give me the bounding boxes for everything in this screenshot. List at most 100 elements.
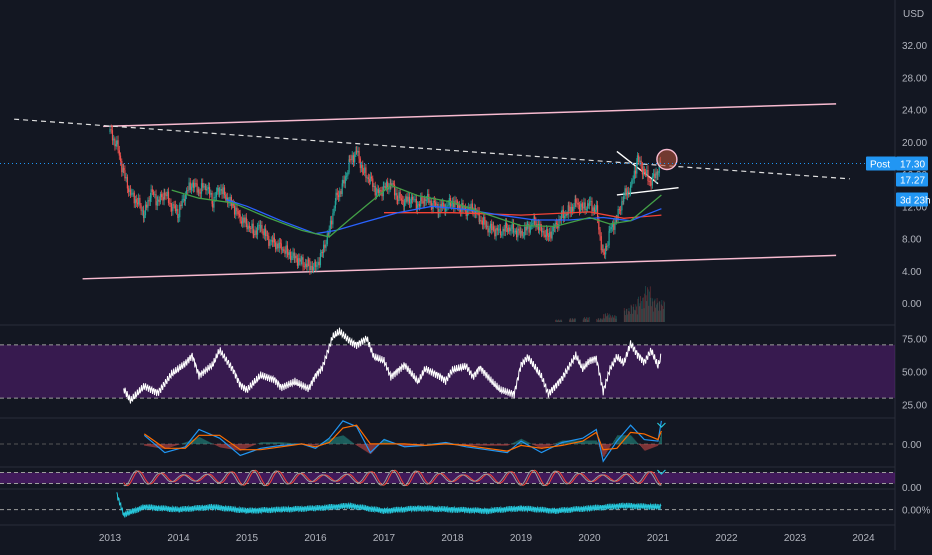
candle-body [209,187,210,195]
x-tick-label: 2014 [167,533,190,544]
volume-bar [569,320,570,322]
candle-body [134,193,135,204]
rsi-tick-label: 25.00 [902,401,927,412]
macd-histogram-bar [536,444,537,447]
candle-body [138,198,139,204]
macd-histogram-bar [209,442,210,444]
volume-bar [575,318,576,322]
volume-bar [635,310,636,322]
candle-body [404,202,405,206]
macd-histogram-bar [585,440,586,443]
candle-body [323,245,324,253]
candle-body [413,200,414,201]
macd-histogram-bar [281,442,282,444]
macd-histogram-bar [535,444,536,446]
macd-histogram-bar [217,444,218,446]
candle-body [128,188,129,192]
candle-body [585,202,586,210]
candle-body [425,198,426,201]
macd-histogram-bar [551,444,552,445]
candle-body [634,171,635,179]
candle-body [130,190,131,195]
candle-body [593,207,594,211]
macd-histogram-bar [606,444,607,452]
rsi-band-fill [0,345,895,398]
candle-body [501,235,502,236]
macd-histogram-bar [507,444,508,446]
volume-bar [613,317,614,322]
macd-histogram-bar [485,444,486,446]
macd-histogram-bar [168,444,169,448]
candle-body [330,221,331,229]
macd-histogram-bar [314,444,315,446]
volume-bar [611,318,612,322]
macd-histogram-bar [287,443,288,444]
candle-body [263,231,264,235]
macd-histogram-bar [589,440,590,443]
macd-histogram-bar [495,444,496,446]
candle-body [198,189,199,192]
candle-body [152,189,153,192]
candle-body [443,203,444,207]
macd-histogram-bar [515,442,516,444]
candle-body [367,177,368,178]
candle-body [301,257,302,259]
macd-histogram-bar [261,442,262,444]
candle-body [302,257,303,266]
macd-histogram-bar [201,438,202,444]
candle-body [487,226,488,233]
macd-histogram-bar [271,442,272,444]
candle-body [512,224,513,229]
currency-label[interactable]: USD [903,9,924,20]
candle-body [335,193,336,201]
macd-histogram-bar [152,444,153,447]
volume-bar [587,318,588,322]
candle-body [523,236,524,237]
volume-bar [642,298,643,322]
macd-histogram-bar [359,444,360,447]
candle-body [385,186,386,188]
volume-bar [640,296,641,322]
candle-body [135,199,136,203]
candle-body [461,203,462,212]
volume-bar [653,301,654,322]
candle-body [203,187,204,188]
candle-body [604,253,605,255]
candle-body [627,192,628,196]
macd-histogram-bar [481,444,482,446]
y-tick-label: 32.00 [902,41,927,52]
volume-bar [588,318,589,322]
macd-histogram-bar [244,444,245,449]
candle-body [306,264,307,268]
macd-histogram-bar [653,444,654,448]
candle-body [439,204,440,212]
candle-body [620,210,621,211]
macd-histogram-bar [633,438,634,444]
candle-body [251,224,252,229]
macd-histogram-bar [486,444,487,446]
candle-body [653,174,654,177]
volume-bar [657,303,658,322]
candle-body [277,244,278,249]
macd-histogram-bar [291,443,292,444]
candle-body [127,177,128,188]
volume-bar [630,314,631,322]
macd-histogram-bar [508,444,509,446]
candle-body [234,206,235,215]
macd-histogram-bar [514,442,515,444]
volume-bar [557,320,558,322]
candle-body [313,267,314,270]
macd-histogram-bar [611,444,612,445]
candle-body [119,150,120,155]
candle-body [220,189,221,191]
macd-histogram-bar [293,443,294,444]
macd-histogram-bar [219,444,220,447]
volume-bar [616,319,617,322]
candle-body [286,245,287,253]
candle-body [250,228,251,229]
candle-body [482,221,483,225]
volume-bar [653,312,654,322]
macd-histogram-bar [147,444,148,446]
candle-body [327,234,328,245]
